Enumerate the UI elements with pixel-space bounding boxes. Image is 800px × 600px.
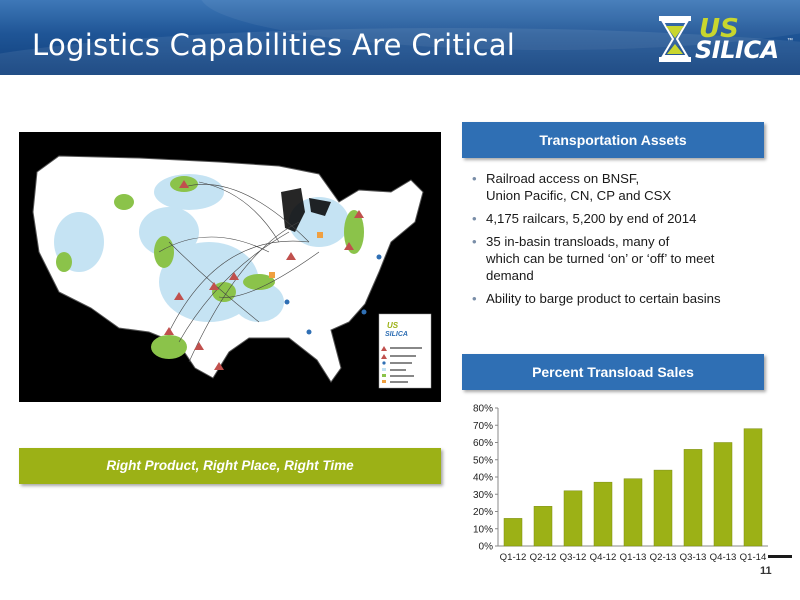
bullet-text: 4,175 railcars, 5,200 by end of 2014	[486, 211, 697, 226]
logo-text-us: US	[699, 14, 739, 44]
transportation-bullets: • Railroad access on BNSF, Union Pacific…	[472, 170, 782, 313]
y-tick-label: 30%	[473, 490, 493, 501]
us-logistics-map: US SILICA	[19, 132, 441, 402]
bullet-text: which can be turned ‘on’ or ‘off’ to mee…	[486, 251, 715, 266]
x-tick-label: Q3-12	[560, 552, 587, 563]
chart-bar	[623, 478, 643, 547]
chart-bar	[743, 428, 763, 547]
x-tick-label: Q1-13	[620, 552, 647, 563]
chart-canvas: 0%10%20%30%40%50%60%70%80%Q1-12 Q2-12 Q3-1…	[473, 404, 768, 563]
logo-text-silica: SILICA	[695, 36, 779, 64]
bullet-dot: •	[472, 211, 477, 226]
us-silica-logo: US SILICA ™	[655, 12, 795, 66]
y-tick-label: 50%	[473, 455, 493, 466]
y-tick-label: 0%	[479, 542, 494, 553]
bullet-text: 35 in-basin transloads, many of	[486, 234, 670, 249]
map-logo-silica: SILICA	[385, 331, 408, 338]
x-tick-label: Q4-13	[710, 552, 737, 563]
y-tick-label: 10%	[473, 524, 493, 535]
chart-bar	[533, 506, 553, 547]
hourglass-icon	[659, 16, 691, 62]
bullet-item: • 35 in-basin transloads, many of which …	[472, 233, 782, 284]
page-number-rule	[768, 555, 792, 558]
bullet-dot: •	[472, 291, 477, 306]
y-tick-label: 60%	[473, 438, 493, 449]
bullet-dot: •	[472, 234, 477, 249]
chart-bar	[683, 449, 703, 547]
x-tick-label: Q2-12	[530, 552, 557, 563]
chart-bar	[653, 469, 673, 547]
bullet-text: Union Pacific, CN, CP and CSX	[486, 188, 672, 203]
x-tick-label: Q3-13	[680, 552, 707, 563]
title-bar: Logistics Capabilities Are Critical US S…	[0, 0, 800, 75]
transportation-assets-header: Transportation Assets	[462, 122, 764, 158]
transload-sales-header: Percent Transload Sales	[462, 354, 764, 390]
x-tick-label: Q2-13	[650, 552, 677, 563]
bullet-dot: •	[472, 171, 477, 186]
chart-bar	[503, 518, 523, 547]
y-tick-label: 70%	[473, 421, 493, 432]
bullet-item: • Railroad access on BNSF, Union Pacific…	[472, 170, 782, 204]
y-tick-label: 80%	[473, 404, 493, 415]
bullet-item: • Ability to barge product to certain ba…	[472, 290, 782, 307]
chart-bar	[563, 490, 583, 547]
x-tick-label: Q4-12	[590, 552, 617, 563]
bullet-text: Ability to barge product to certain basi…	[486, 291, 721, 306]
chart-bar	[593, 481, 613, 547]
bullet-item: • 4,175 railcars, 5,200 by end of 2014	[472, 210, 782, 227]
logo-trademark: ™	[787, 38, 793, 44]
y-tick-label: 40%	[473, 473, 493, 484]
page-number: 11	[760, 565, 772, 577]
x-tick-label: Q1-14	[740, 552, 767, 563]
bullet-text: Railroad access on BNSF,	[486, 171, 640, 186]
transload-bar-chart: 0% 10% 20% 30% 40% 50% 60% 70% 80% Q1-12 Q2-12 Q3-1…	[462, 398, 782, 578]
chart-bar	[713, 442, 733, 547]
map-logo-us: US	[387, 321, 399, 330]
tagline-banner: Right Product, Right Place, Right Time	[19, 448, 441, 484]
bullet-text: demand	[486, 268, 534, 283]
x-tick-label: Q1-12	[500, 552, 527, 563]
page-title: Logistics Capabilities Are Critical	[32, 28, 516, 62]
y-tick-label: 20%	[473, 507, 493, 518]
